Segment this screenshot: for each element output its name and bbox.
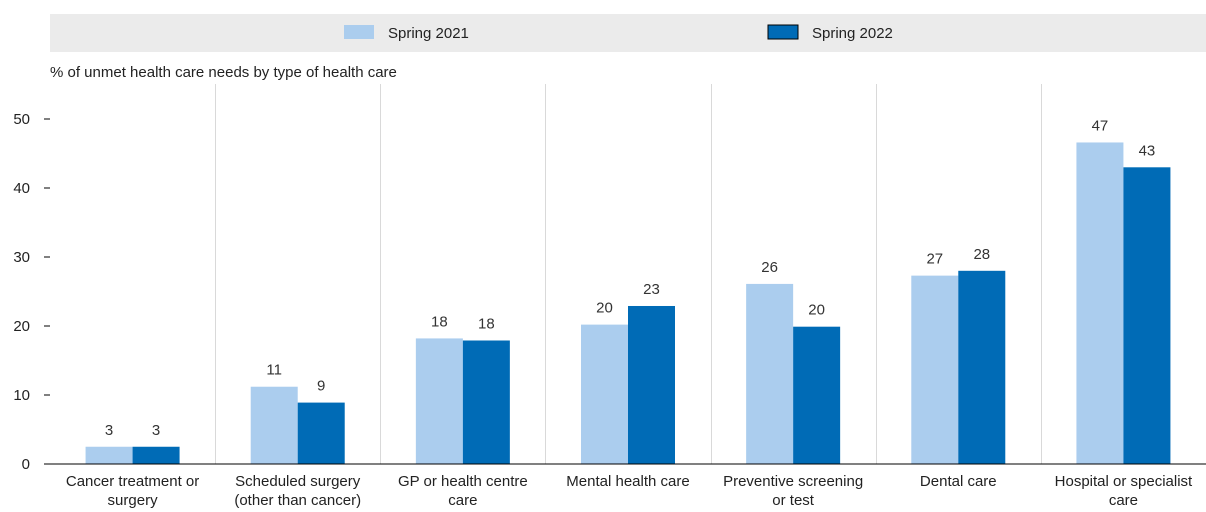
data-label: 3: [152, 422, 160, 439]
data-label: 28: [973, 246, 990, 263]
bar: [958, 270, 1006, 464]
data-label: 9: [317, 378, 325, 395]
x-category-label: Hospital or specialist care: [1055, 473, 1193, 509]
bar: [793, 326, 841, 464]
x-category-label: Dental care: [920, 473, 997, 490]
y-axis-title: % of unmet health care needs by type of …: [50, 64, 397, 81]
data-label: 18: [431, 313, 448, 330]
data-label: 3: [105, 422, 113, 439]
legend-label-spring-2021: Spring 2021: [388, 25, 469, 42]
x-category-label: Preventive screening or test: [723, 473, 863, 509]
data-label: 20: [808, 302, 825, 319]
bar: [297, 402, 345, 464]
data-label: 23: [643, 281, 660, 298]
bar: [462, 340, 510, 464]
data-label: 27: [926, 251, 943, 268]
data-label: 20: [596, 300, 613, 317]
legend-band: [50, 14, 1206, 52]
data-label: 18: [478, 315, 495, 332]
x-category-label: Scheduled surgery (other than cancer): [234, 473, 361, 509]
y-tick-label: 10: [13, 387, 30, 404]
y-tick-label: 40: [13, 180, 30, 197]
data-labels: 3 3 11 9 18 18 20 23 26 20 27 28 47 43: [105, 117, 1155, 438]
legend-swatch-spring-2021: [344, 25, 374, 39]
bars: [85, 142, 1171, 465]
data-label: 43: [1139, 142, 1156, 159]
data-label: 47: [1092, 117, 1109, 134]
legend: Spring 2021 Spring 2022: [344, 24, 893, 42]
y-tick-label: 50: [13, 111, 30, 128]
x-category-label: Cancer treatment or surgery: [66, 473, 199, 509]
y-tick-label: 0: [22, 456, 30, 473]
y-tick-label: 30: [13, 249, 30, 266]
x-axis-categories: Cancer treatment or surgery Scheduled surg…: [66, 473, 1193, 509]
bar: [415, 338, 463, 464]
bar: [250, 386, 298, 464]
grid: [215, 84, 1042, 464]
data-label: 26: [761, 259, 778, 276]
x-category-label: GP or health centre care: [398, 473, 528, 509]
bar: [746, 283, 794, 464]
y-tick-label: 20: [13, 318, 30, 335]
legend-label-spring-2022: Spring 2022: [812, 25, 893, 42]
bar: [1076, 142, 1124, 464]
bar: [911, 275, 959, 464]
bar: [1123, 167, 1171, 465]
bar: [85, 446, 133, 464]
y-axis-ticks: 0 10 20 30 40 50: [13, 111, 50, 473]
bar: [581, 324, 628, 464]
legend-swatch-spring-2022: [767, 24, 799, 40]
x-category-label: Mental health care: [566, 473, 689, 490]
bar: [132, 446, 180, 464]
bar: [628, 305, 675, 464]
data-label: 11: [266, 362, 282, 379]
